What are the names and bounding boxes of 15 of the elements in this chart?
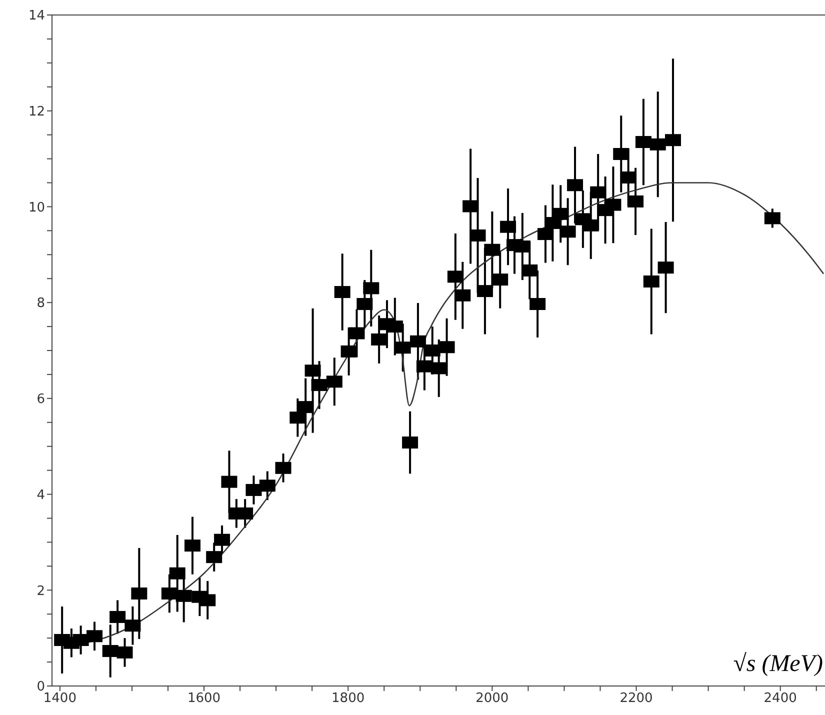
y-tick-label: 6 [36, 392, 45, 408]
y-tick-label: 2 [36, 584, 45, 599]
y-tick-label: 4 [36, 488, 45, 503]
y-tick-label: 0 [36, 680, 45, 695]
x-tick-label: 2000 [476, 691, 509, 706]
x-axis-title: √s (MeV) [733, 651, 823, 678]
x-tick-label: 2400 [764, 691, 797, 706]
x-tick-label: 1800 [332, 691, 365, 706]
x-tick-label: 2200 [620, 691, 653, 706]
y-tick-label: 12 [28, 104, 45, 120]
x-tick-label: 1400 [43, 691, 76, 706]
y-tick-label: 14 [28, 8, 45, 24]
y-tick-label: 8 [36, 296, 45, 312]
y-tick-label: 10 [28, 200, 45, 216]
x-tick-label: 1600 [187, 691, 221, 706]
